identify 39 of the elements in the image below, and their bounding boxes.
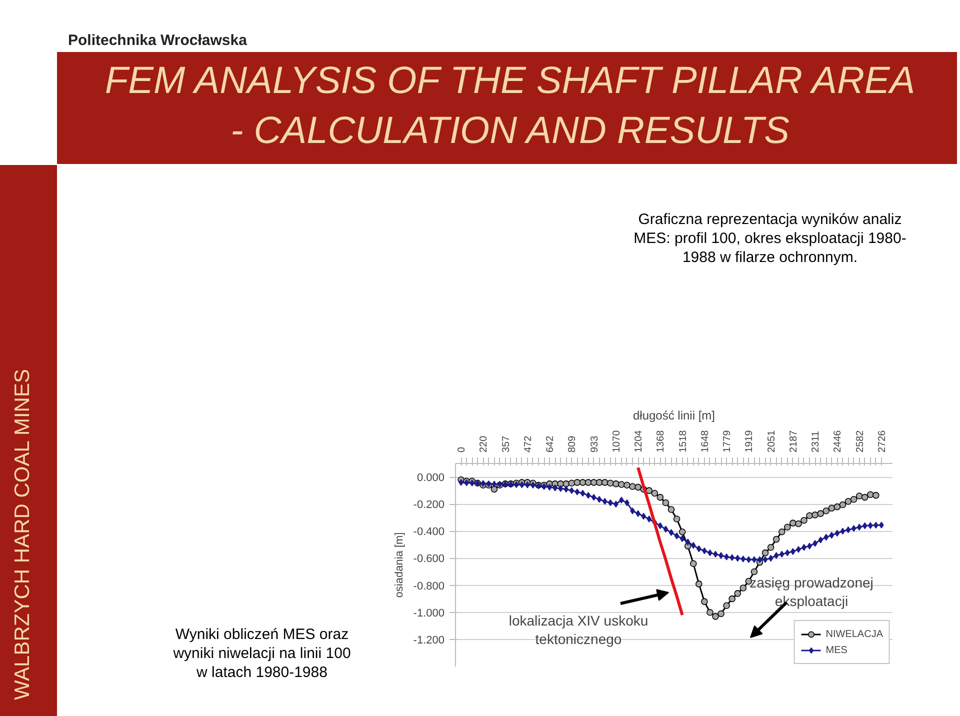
x-tick-label: 0 bbox=[456, 446, 468, 452]
x-tick-label: 472 bbox=[522, 435, 534, 452]
text: WALBRZYCH HARD COAL MINES bbox=[10, 368, 35, 700]
x-tick-label: 1779 bbox=[722, 430, 734, 452]
x-tick-label: 2051 bbox=[766, 430, 778, 452]
text: Politechnika Wrocławska bbox=[68, 31, 247, 51]
x-tick-label: 1070 bbox=[611, 430, 622, 452]
x-tick-label: 2311 bbox=[810, 430, 822, 452]
y-tick-label: -0.200 bbox=[413, 499, 445, 512]
text: Wyniki obliczeń MES oraz wyniki niwelacji na linii 100 w latach 1980-1988 bbox=[172, 625, 352, 682]
x-tick-label: 1518 bbox=[678, 430, 689, 452]
x-tick-label: 2446 bbox=[832, 430, 844, 452]
x-tick-label: 220 bbox=[478, 435, 490, 452]
x-tick-label: 1648 bbox=[700, 430, 711, 452]
chart-subtitle: Graficzna reprezentacja wyników analiz MES: profil 100, okres eksploatacji 1980-1988 w filarze ochronnym. bbox=[632, 210, 908, 267]
y-tick-label: -1.200 bbox=[413, 634, 445, 646]
x-axis-title: długość linii [m] bbox=[632, 408, 716, 422]
y-tick-label: 0.000 bbox=[416, 472, 445, 484]
chart-title: FEM ANALYSIS OF THE SHAFT PILLAR AREA - CALCULATION AND RESULTS bbox=[104, 59, 916, 154]
legend-label: MES bbox=[826, 644, 848, 657]
annotation: lokalizacja XIV uskoku tektonicznego bbox=[508, 612, 648, 647]
x-tick-label: 2187 bbox=[788, 430, 800, 452]
y-tick-label: -0.400 bbox=[413, 526, 445, 538]
x-tick-label: 642 bbox=[545, 435, 556, 452]
x-tick-label: 2726 bbox=[876, 430, 888, 452]
x-tick-label: 357 bbox=[500, 435, 512, 452]
y-tick-label: -1.000 bbox=[413, 607, 445, 620]
x-tick-label: 1919 bbox=[744, 430, 756, 452]
x-tick-label: 933 bbox=[589, 435, 600, 452]
line-series bbox=[636, 466, 684, 617]
x-tick-label: 1204 bbox=[634, 430, 645, 452]
y-tick-label: -0.600 bbox=[413, 553, 445, 566]
y-tick-label: -0.800 bbox=[413, 580, 445, 592]
x-tick-label: 2582 bbox=[854, 430, 866, 452]
x-tick-label: 1368 bbox=[656, 430, 667, 452]
legend-label: NIWELACJA bbox=[826, 628, 883, 641]
y-axis-title: osiadania [m] bbox=[393, 532, 406, 598]
annotation: zasięg prowadzonej eksploatacji bbox=[750, 574, 874, 609]
x-tick-label: 809 bbox=[567, 435, 578, 452]
